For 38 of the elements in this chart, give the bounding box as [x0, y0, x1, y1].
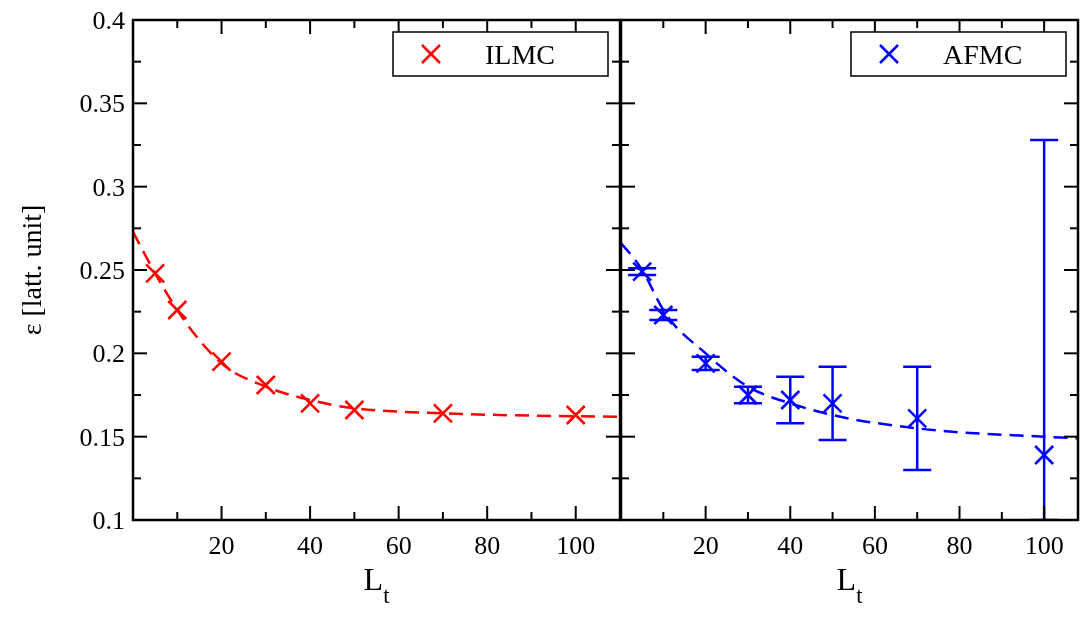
x-tick-label: 100 — [556, 531, 596, 560]
point — [822, 393, 843, 414]
x-tick-label: 60 — [385, 531, 412, 560]
point — [255, 374, 277, 396]
x-tick-label: 100 — [1024, 531, 1064, 560]
x-axis-title: L$_{t}$ — [836, 561, 864, 608]
x-tick-label: 20 — [692, 531, 719, 560]
point — [344, 399, 365, 421]
point — [299, 393, 321, 414]
y-tick-label: 0.3 — [92, 172, 125, 202]
x-tick-label: 40 — [297, 531, 324, 560]
point — [432, 403, 454, 424]
point — [695, 353, 716, 374]
x-tick-label: 60 — [861, 531, 888, 560]
point — [565, 404, 586, 426]
x-tick-label: 20 — [208, 531, 235, 560]
point — [737, 384, 759, 406]
point — [906, 408, 928, 429]
point — [780, 389, 801, 411]
y-tick-label: 0.4 — [92, 6, 125, 35]
x-tick-label: 40 — [777, 531, 804, 560]
y-tick-label: 0.2 — [92, 339, 125, 369]
y-axis-title: ε [latt. unit] — [16, 204, 47, 336]
point — [1033, 444, 1055, 466]
point — [144, 263, 166, 284]
point — [167, 299, 188, 321]
point — [631, 261, 653, 282]
x-tick-label: 80 — [946, 531, 973, 560]
y-tick-label: 0.35 — [79, 89, 125, 119]
y-tick-label: 0.1 — [92, 506, 125, 535]
x-tick-label: 80 — [474, 531, 501, 560]
y-tick-label: 0.25 — [79, 256, 125, 285]
point — [211, 351, 232, 372]
y-tick-label: 0.15 — [79, 422, 125, 452]
x-axis-title: L$_{t}$ — [363, 561, 391, 608]
legend-label: ILMC — [485, 39, 555, 70]
point — [653, 304, 674, 326]
legend-label: AFMC — [943, 39, 1023, 70]
